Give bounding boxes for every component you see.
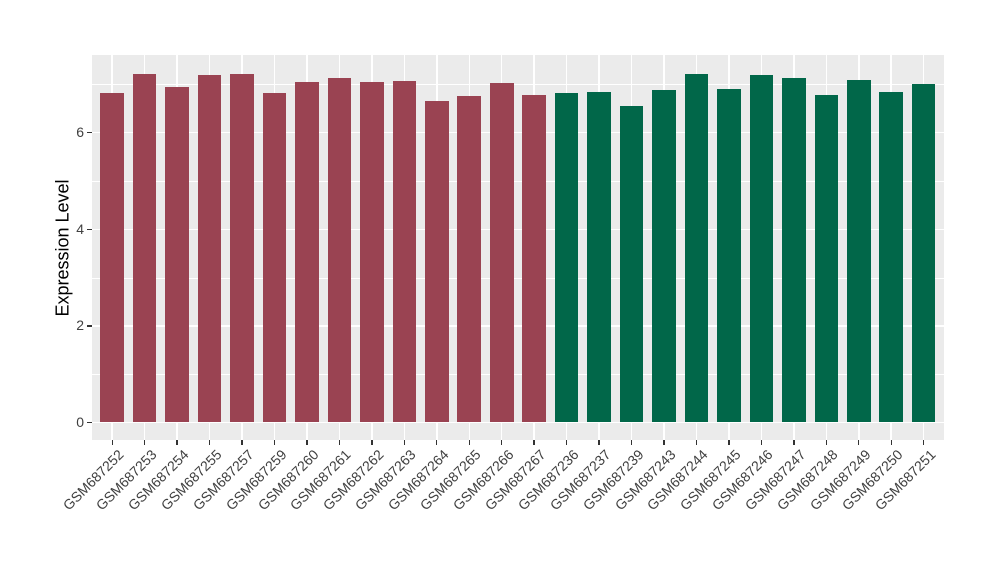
major-gridline (92, 228, 944, 231)
bar-GSM687263 (392, 81, 417, 423)
y-tick-mark (86, 421, 92, 424)
x-tick-mark (111, 440, 113, 445)
y-axis-title: Expression Level (52, 179, 73, 317)
x-tick-mark (338, 440, 341, 445)
x-tick-mark (306, 440, 308, 445)
bar-GSM687260 (295, 81, 319, 423)
major-gridline (92, 131, 944, 134)
bar-GSM687236 (554, 92, 579, 423)
y-tick-label: 6 (76, 124, 84, 141)
x-tick-mark (630, 440, 633, 445)
x-tick-mark (793, 440, 795, 445)
x-tick-mark (760, 440, 763, 445)
x-tick-mark (143, 440, 146, 445)
x-tick-mark (728, 440, 730, 445)
y-tick-mark (86, 325, 92, 327)
x-tick-mark (403, 440, 406, 445)
x-tick-mark (468, 440, 470, 445)
bar-GSM687249 (846, 80, 871, 423)
y-tick-mark (86, 132, 92, 134)
bar-GSM687246 (749, 74, 774, 423)
x-tick-mark (501, 440, 503, 445)
bar-GSM687264 (425, 100, 449, 423)
x-tick-mark (208, 440, 211, 445)
bar-GSM687267 (522, 95, 546, 423)
bar-GSM687245 (717, 89, 741, 423)
bar-GSM687247 (782, 78, 806, 423)
x-tick-mark (598, 440, 600, 445)
bar-GSM687257 (230, 73, 254, 423)
major-gridline (92, 325, 944, 327)
bar-GSM687255 (197, 75, 222, 423)
bar-GSM687253 (132, 74, 157, 423)
bar-GSM687259 (262, 93, 287, 423)
plot-panel (92, 55, 944, 440)
y-tick-label: 4 (76, 220, 84, 237)
x-tick-mark (663, 440, 665, 445)
bar-GSM687237 (587, 91, 611, 423)
x-tick-mark (858, 440, 860, 445)
x-tick-mark (176, 440, 178, 445)
minor-gridline (92, 84, 944, 86)
y-tick-label: 0 (76, 414, 84, 430)
bar-GSM687261 (327, 77, 352, 423)
x-tick-mark (923, 440, 925, 445)
bar-GSM687243 (652, 90, 676, 423)
bar-GSM687239 (619, 106, 644, 423)
x-tick-mark (695, 440, 698, 445)
x-tick-mark (371, 440, 373, 445)
minor-gridline (92, 277, 944, 279)
bar-GSM687244 (684, 73, 709, 423)
minor-gridline (92, 181, 944, 182)
major-gridline (92, 421, 944, 424)
x-tick-mark (273, 440, 276, 445)
x-tick-mark (565, 440, 568, 445)
bar-GSM687251 (911, 84, 936, 423)
bar-GSM687254 (165, 86, 189, 423)
minor-gridline (92, 374, 944, 375)
x-tick-mark (241, 440, 243, 445)
x-tick-mark (825, 440, 827, 445)
x-tick-mark (533, 440, 535, 445)
bar-GSM687265 (457, 95, 482, 423)
bar-GSM687266 (489, 83, 514, 423)
y-tick-label: 2 (76, 317, 84, 334)
bar-GSM687250 (879, 92, 904, 423)
x-tick-mark (890, 440, 892, 445)
x-tick-mark (436, 440, 438, 445)
bar-GSM687262 (360, 81, 384, 423)
y-tick-mark (86, 228, 92, 230)
bar-GSM687248 (814, 95, 839, 423)
bar-GSM687252 (100, 93, 124, 423)
